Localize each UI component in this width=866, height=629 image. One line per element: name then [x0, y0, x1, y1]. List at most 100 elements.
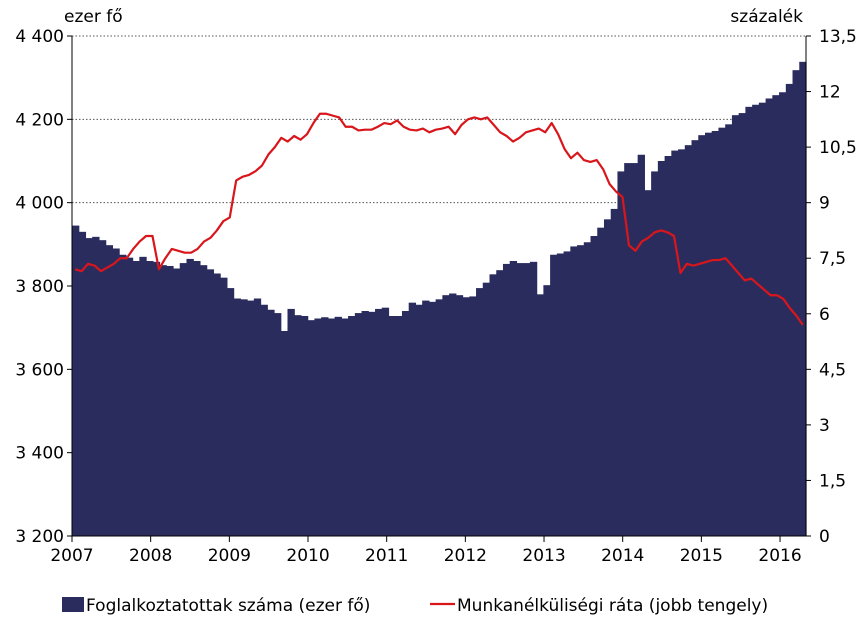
right-tick-label: 13,5 — [819, 27, 857, 47]
employment-bar — [199, 265, 208, 536]
employment-bar — [583, 242, 592, 536]
employment-bar — [388, 316, 396, 536]
employment-bar — [718, 127, 726, 537]
legend-bar-swatch — [62, 597, 84, 612]
employment-bar — [772, 95, 780, 537]
employment-bar — [314, 318, 322, 536]
employment-bar — [482, 282, 491, 536]
employment-bar — [516, 263, 524, 536]
x-tick-label: 2013 — [522, 546, 565, 566]
employment-bar — [78, 231, 87, 536]
employment-bar — [415, 304, 423, 536]
right-axis-unit-label: százalék — [730, 7, 803, 27]
employment-bar — [173, 268, 181, 536]
employment-bar — [651, 171, 659, 537]
right-tick-label: 6 — [819, 305, 830, 325]
employment-bar — [779, 92, 787, 536]
employment-bar — [657, 161, 666, 536]
employment-bar — [570, 246, 578, 537]
employment-bar — [792, 70, 800, 537]
employment-bar — [704, 132, 713, 537]
x-tick-label: 2010 — [286, 546, 329, 566]
right-tick-label: 10,5 — [819, 138, 857, 158]
left-tick-label: 3 200 — [15, 527, 64, 547]
right-tick-label: 9 — [819, 194, 830, 214]
employment-bar — [220, 277, 228, 536]
employment-bar — [260, 304, 268, 536]
employment-bar — [590, 236, 598, 536]
employment-bar — [550, 254, 558, 536]
employment-bar — [287, 308, 295, 536]
employment-bar — [765, 98, 773, 536]
employment-bar — [253, 298, 262, 536]
left-tick-label: 4 200 — [15, 110, 64, 130]
legend-bar-label: Foglalkoztatottak száma (ezer fő) — [86, 596, 370, 616]
employment-bar — [368, 311, 376, 536]
x-tick-label: 2016 — [758, 546, 801, 566]
unemployment-rate-line — [74, 112, 804, 326]
right-tick-label: 4,5 — [819, 360, 846, 380]
left-tick-label: 3 600 — [15, 360, 64, 380]
employment-bar — [159, 265, 167, 536]
employment-bar — [294, 315, 302, 536]
employment-bar — [247, 300, 255, 536]
employment-bar — [435, 299, 443, 536]
x-tick-label: 2007 — [50, 546, 93, 566]
employment-bar — [300, 316, 309, 536]
employment-bar — [240, 299, 248, 536]
employment-bar — [745, 106, 753, 536]
employment-bar — [146, 261, 154, 536]
right-tick-label: 0 — [819, 527, 830, 547]
employment-bar — [577, 245, 585, 537]
employment-bar — [711, 131, 720, 536]
employment-bar — [267, 309, 275, 536]
employment-bar — [186, 258, 194, 536]
employment-bar — [132, 261, 140, 536]
employment-bar — [334, 316, 342, 536]
left-tick-label: 4 400 — [15, 27, 64, 47]
employment-bar — [361, 311, 369, 536]
employment-bar — [664, 156, 672, 536]
employment-bar — [428, 301, 437, 536]
employment-bar — [691, 140, 699, 537]
employment-bar — [179, 263, 188, 536]
employment-bar — [119, 254, 127, 536]
employment-bar — [644, 190, 652, 537]
employment-bar — [469, 296, 477, 536]
employment-bar — [139, 256, 147, 536]
employment-bar — [543, 285, 551, 536]
employment-bar — [422, 300, 430, 536]
employment-bar — [476, 288, 484, 536]
x-tick-label: 2012 — [444, 546, 487, 566]
employment-bar — [738, 113, 746, 536]
employment-bar — [637, 154, 645, 536]
left-tick-label: 4 000 — [15, 194, 64, 214]
employment-bar — [725, 124, 733, 536]
employment-bar — [125, 257, 134, 536]
employment-bar — [597, 227, 605, 537]
employment-bar — [509, 261, 518, 536]
right-tick-label: 3 — [819, 416, 830, 436]
employment-bar — [226, 288, 235, 536]
employment-bar — [523, 263, 531, 536]
employment-bar — [354, 313, 363, 536]
employment-bar — [193, 261, 201, 536]
employment-bar — [85, 238, 93, 536]
employment-bar — [401, 311, 410, 536]
x-tick-label: 2015 — [680, 546, 723, 566]
employment-bar — [462, 297, 470, 536]
left-tick-label: 3 800 — [15, 277, 64, 297]
employment-bar — [206, 269, 215, 536]
x-tick-label: 2009 — [208, 546, 251, 566]
employment-bar — [678, 149, 686, 536]
employment-bar — [280, 331, 289, 536]
employment-bar — [603, 219, 612, 536]
employment-bar — [348, 316, 356, 536]
employment-bar — [395, 316, 403, 536]
employment-bar — [455, 295, 464, 536]
employment-bar — [112, 248, 120, 536]
employment-bar — [799, 61, 807, 536]
right-tick-label: 7,5 — [819, 249, 846, 269]
employment-bar — [758, 102, 767, 537]
